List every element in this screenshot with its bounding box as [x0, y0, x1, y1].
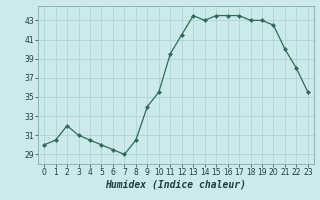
- X-axis label: Humidex (Indice chaleur): Humidex (Indice chaleur): [106, 180, 246, 190]
